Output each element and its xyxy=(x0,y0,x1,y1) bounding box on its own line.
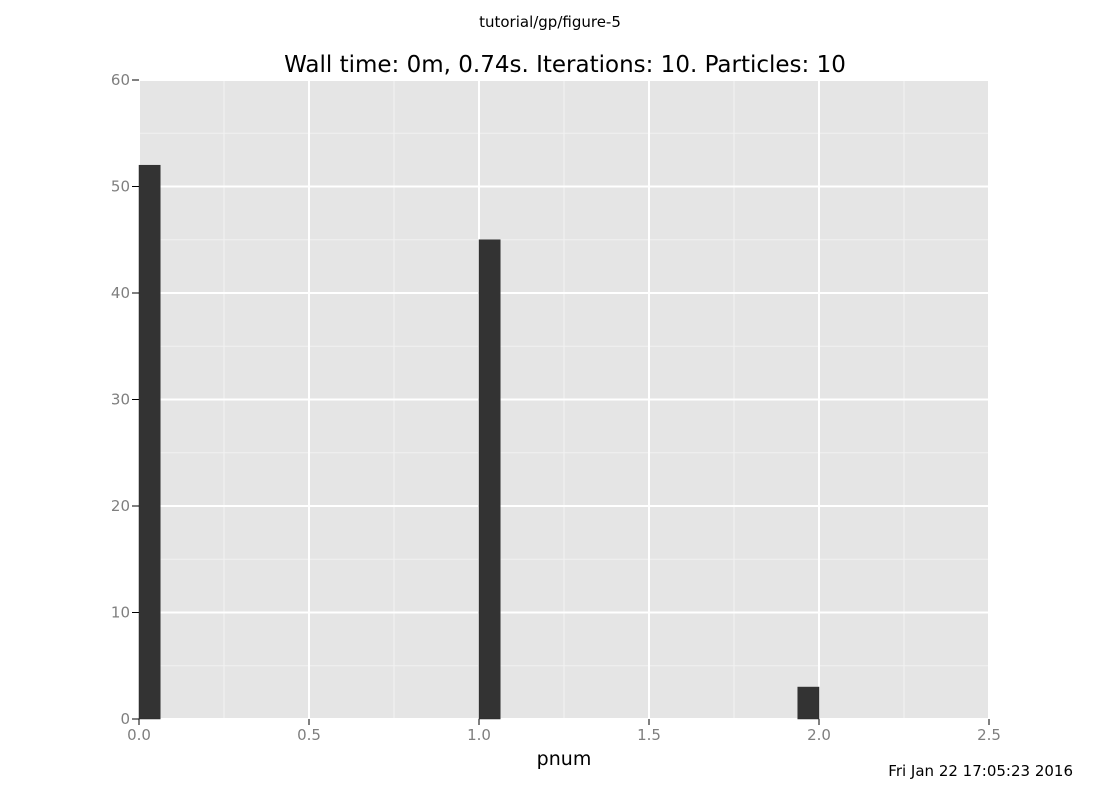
bars xyxy=(138,164,820,720)
histogram-bar xyxy=(478,239,501,720)
y-tick-label: 40 xyxy=(111,284,130,302)
y-axis: 0 10 20 30 40 50 60 xyxy=(111,71,139,728)
y-tick-label: 20 xyxy=(111,497,130,515)
x-axis: 0.0 0.5 1.0 1.5 2.0 2.5 xyxy=(127,719,1001,744)
x-axis-label: pnum xyxy=(537,748,592,770)
y-tick-label: 30 xyxy=(111,391,130,409)
timestamp: Fri Jan 22 17:05:23 2016 xyxy=(888,762,1073,780)
x-tick-label: 1.0 xyxy=(467,726,491,744)
x-tick-label: 2.0 xyxy=(807,726,831,744)
chart-title: Wall time: 0m, 0.74s. Iterations: 10. Pa… xyxy=(284,52,846,78)
page-title: tutorial/gp/figure-5 xyxy=(479,13,621,31)
x-tick-label: 2.5 xyxy=(977,726,1001,744)
x-tick-label: 0.0 xyxy=(127,726,151,744)
y-tick-label: 60 xyxy=(111,71,130,89)
y-tick-label: 0 xyxy=(120,710,130,728)
histogram-bar xyxy=(138,164,161,720)
y-tick-label: 10 xyxy=(111,604,130,622)
histogram-bar xyxy=(797,686,820,720)
x-tick-label: 1.5 xyxy=(637,726,661,744)
y-tick-label: 50 xyxy=(111,178,130,196)
x-tick-label: 0.5 xyxy=(297,726,321,744)
